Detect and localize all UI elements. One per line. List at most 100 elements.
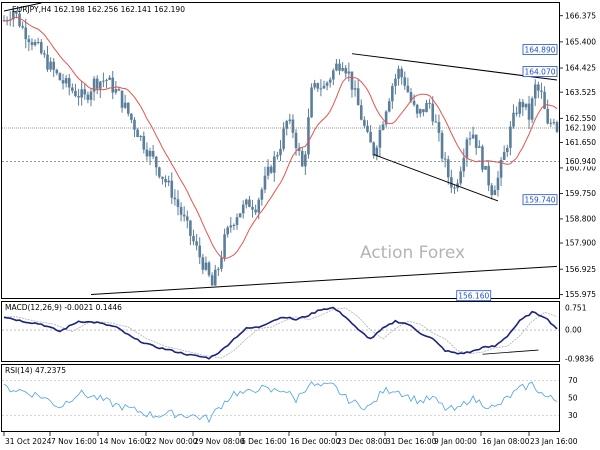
candle [459, 166, 462, 186]
candle [27, 34, 31, 52]
current-price-tag: 162.190 [560, 122, 597, 133]
candle [425, 99, 428, 113]
candle [375, 145, 379, 161]
candle [158, 166, 161, 179]
candle [304, 150, 307, 175]
candle [524, 103, 528, 111]
candle [263, 166, 267, 194]
price-annotation: 159.740 [522, 194, 558, 206]
candle [288, 113, 292, 125]
candle [378, 124, 382, 157]
candle [341, 62, 344, 72]
candle [126, 102, 130, 117]
candle [363, 116, 366, 129]
candle [387, 98, 391, 113]
annotation-label: 156.160 [458, 291, 489, 300]
candle [189, 219, 192, 245]
candle [55, 68, 59, 76]
candle [151, 144, 155, 160]
candle [282, 122, 285, 152]
candle [80, 80, 83, 106]
trendline-top-left [3, 2, 42, 12]
candle [332, 68, 335, 86]
candle [111, 70, 115, 100]
candle [540, 82, 543, 99]
x-tick-label: 29 Nov 08:00 [194, 437, 245, 446]
candle [269, 164, 273, 174]
candle [527, 95, 531, 129]
y-tick-label: 155.975 [565, 290, 596, 299]
candle [521, 98, 525, 116]
rsi-panel-frame [1, 364, 560, 432]
x-tick-label: 16 Dec 00:00 [290, 437, 341, 446]
candle [272, 151, 276, 182]
candle [39, 38, 43, 55]
candle [384, 110, 388, 128]
candle [353, 80, 357, 97]
candle [279, 140, 282, 161]
candle [179, 202, 183, 222]
candle [161, 176, 164, 185]
candle [105, 78, 108, 89]
candle [478, 140, 481, 148]
candle [77, 88, 80, 106]
candle [505, 144, 509, 157]
candle [133, 117, 136, 138]
candle [552, 118, 556, 126]
y-tick-label: 163.525 [565, 88, 596, 97]
candle [462, 148, 466, 178]
candle [366, 120, 369, 134]
candle [176, 190, 180, 216]
candle [546, 99, 549, 125]
candle [359, 99, 363, 121]
candle [223, 228, 226, 262]
trendline-channel-lower [373, 154, 499, 202]
candle [21, 21, 24, 30]
candle [117, 87, 121, 91]
candle [266, 159, 270, 180]
candle [83, 83, 87, 100]
candle [440, 130, 444, 163]
candle [164, 175, 167, 188]
candle [471, 126, 475, 140]
candle [422, 109, 425, 117]
candle [257, 197, 261, 220]
candle [431, 96, 435, 126]
candle [481, 144, 484, 173]
candle [67, 73, 71, 96]
candle [415, 103, 419, 118]
candle [89, 87, 93, 107]
x-tick-label: 9 Jan 00:00 [434, 437, 477, 446]
candle [406, 77, 410, 94]
candle [316, 82, 320, 92]
candle [238, 213, 242, 218]
macd-trendline [482, 349, 539, 355]
candle [213, 264, 217, 286]
candle [120, 90, 124, 113]
candle [102, 72, 105, 88]
macd-series [2, 306, 559, 360]
candle [201, 253, 205, 275]
x-tick-label: 16 Jan 08:00 [482, 437, 530, 446]
y-tick-label: 165.400 [565, 37, 596, 46]
candle [350, 71, 354, 98]
price-panel-label: EURJPY,H4 162.198 162.256 162.141 162.19… [12, 5, 185, 14]
candle [453, 184, 456, 194]
x-tick-label: 14 Nov 16:00 [99, 437, 150, 446]
price-annotation: 164.890 [522, 44, 558, 55]
candle [123, 94, 127, 110]
candle [474, 134, 478, 155]
candle [502, 145, 506, 161]
candle [391, 83, 394, 109]
rsi-panel-label: RSI(14) 47.2375 [5, 366, 66, 375]
candle [130, 113, 133, 124]
candle [241, 200, 245, 219]
candle [142, 131, 146, 154]
macd-y-tick-label: 0.00 [565, 326, 582, 335]
candle [145, 142, 149, 161]
candle [185, 210, 189, 229]
candle [195, 233, 198, 251]
candle [192, 229, 195, 245]
rsi-y-tick-label: 30 [568, 411, 578, 420]
candle [71, 83, 74, 94]
